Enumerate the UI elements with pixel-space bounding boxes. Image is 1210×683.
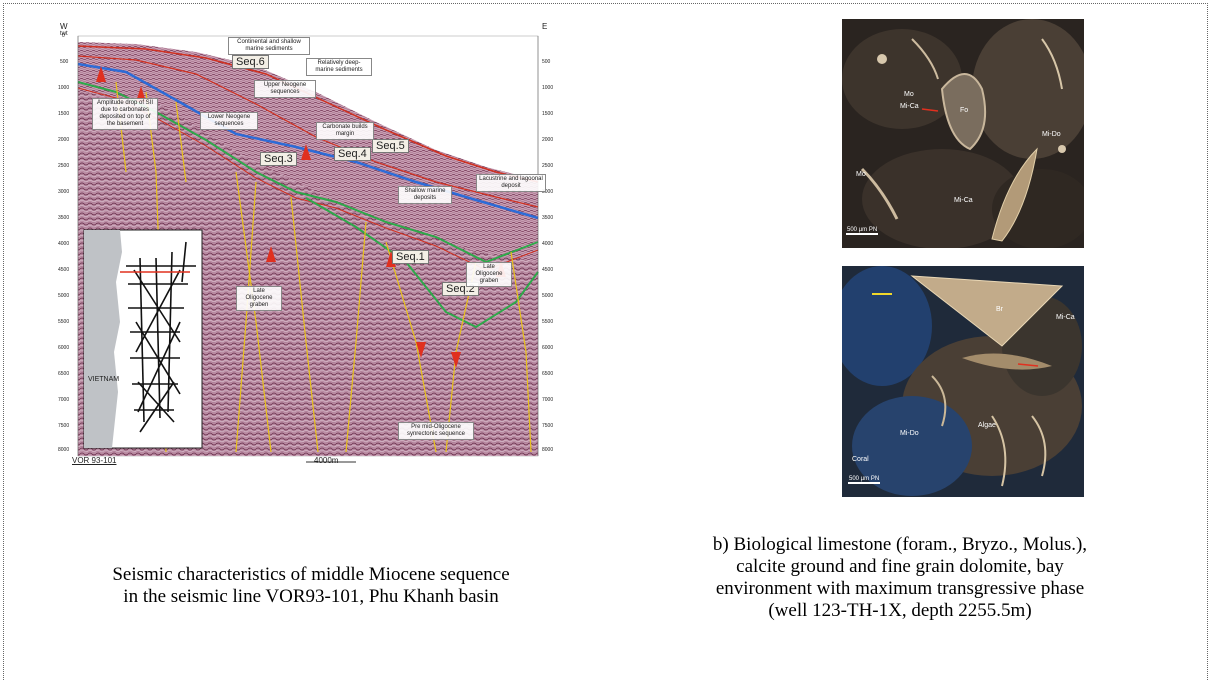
sequence-label-3: Seq.3 xyxy=(260,152,297,166)
caption-line: environment with maximum transgressive p… xyxy=(715,578,1085,599)
depth-tick: 7500 xyxy=(58,423,70,429)
annotation-pre-mid-oligocene: Pre mid-Oligocene synrectonic sequence xyxy=(398,422,474,440)
scale-label: 4000m xyxy=(314,456,339,465)
depth-tick: 4000 xyxy=(58,241,70,247)
depth-tick: 3500 xyxy=(58,215,70,221)
micro-label: Mi-Do xyxy=(900,430,919,437)
depth-tick: 5500 xyxy=(542,319,554,325)
seismic-section-figure: W E twt VOR 93-101 4000m VIETNAM 0 500 1… xyxy=(56,22,566,470)
depth-tick: 8000 xyxy=(542,447,554,453)
depth-tick: 8000 xyxy=(58,447,70,453)
depth-tick: 3000 xyxy=(58,189,70,195)
depth-tick: 7500 xyxy=(542,423,554,429)
depth-tick: 7000 xyxy=(542,397,554,403)
depth-tick: 3000 xyxy=(542,189,554,195)
annotation-late-oligocene-graben-2: Late Oligocene graben xyxy=(466,262,512,287)
annotation-late-oligocene-graben: Late Oligocene graben xyxy=(236,286,282,311)
sequence-label-6: Seq.6 xyxy=(232,55,269,69)
depth-tick: 500 xyxy=(60,59,69,65)
pn-label: PN xyxy=(868,227,878,233)
micro-label: Mi-Do xyxy=(1042,131,1061,138)
depth-tick: 4000 xyxy=(542,241,554,247)
micro-label: Mi-Ca xyxy=(954,197,973,204)
micro-label: Mo xyxy=(904,91,914,98)
depth-tick: 6500 xyxy=(58,371,70,377)
depth-tick: 500 xyxy=(542,59,551,65)
micrograph-top-image xyxy=(842,19,1084,248)
depth-tick: 1500 xyxy=(58,111,70,117)
micrograph-top: Mo Mi-Ca Fo Mi-Do Mo Mi-Ca 500 µm PN xyxy=(842,19,1084,248)
depth-tick: 2000 xyxy=(542,137,554,143)
depth-tick: 1500 xyxy=(542,111,554,117)
annotation-lower-neogene: Lower Neogene sequences xyxy=(200,112,258,130)
line-name-label: VOR 93-101 xyxy=(72,456,117,465)
caption-line: calcite ground and fine grain dolomite, … xyxy=(736,556,1064,577)
east-label: E xyxy=(542,22,548,31)
depth-tick: 2500 xyxy=(58,163,70,169)
caption-line: in the seismic line VOR93-101, Phu Khanh… xyxy=(123,586,499,607)
depth-tick: 4500 xyxy=(542,267,554,273)
scale-bar: 500 µm PN xyxy=(846,227,879,235)
scale-bar-text: 500 µm xyxy=(849,476,870,482)
figure-a-caption: Seismic characteristics of middle Miocen… xyxy=(22,564,600,608)
depth-tick: 4500 xyxy=(58,267,70,273)
micrograph-bottom-image xyxy=(842,266,1084,497)
figure-frame xyxy=(3,3,1208,680)
caption-line: (well 123-TH-1X, depth 2255.5m) xyxy=(768,600,1032,621)
west-label: W xyxy=(60,22,68,31)
pn-label: PN xyxy=(870,476,880,482)
micro-label: Coral xyxy=(852,456,869,463)
sequence-label-1: Seq.1 xyxy=(392,250,429,264)
annotation-deep-marine: Relatively deep-marine sediments xyxy=(306,58,372,76)
depth-tick: 6000 xyxy=(58,345,70,351)
annotation-upper-neogene: Upper Neogene sequences xyxy=(254,80,316,98)
sequence-label-5: Seq.5 xyxy=(372,139,409,153)
annotation-lacustrine: Lacustrine and lagoonal deposit xyxy=(476,174,546,192)
depth-tick: 5000 xyxy=(542,293,554,299)
depth-tick: 1000 xyxy=(58,85,70,91)
scale-bar-text: 500 µm xyxy=(847,227,868,233)
micro-label: Fo xyxy=(960,107,969,114)
depth-tick: 2500 xyxy=(542,163,554,169)
micrograph-bottom: Br Mi-Ca Mi-Do Algae Coral 500 µm PN xyxy=(842,266,1084,497)
sequence-label-4: Seq.4 xyxy=(334,147,371,161)
micro-label: Mi-Ca xyxy=(1056,314,1075,321)
twt-label: twt xyxy=(60,31,68,37)
annotation-shallow-marine: Shallow marine deposits xyxy=(398,186,452,204)
caption-line: b) Biological limestone (foram., Bryzo.,… xyxy=(712,534,1088,555)
figure-b-caption: b) Biological limestone (foram., Bryzo.,… xyxy=(620,534,1180,622)
annotation-carbonate: Carbonate builds margin xyxy=(316,122,374,140)
depth-tick: 5500 xyxy=(58,319,70,325)
depth-tick: 7000 xyxy=(58,397,70,403)
annotation-amplitude: Amplitude drop of SII due to carbonates … xyxy=(92,98,158,130)
micro-label: Mo xyxy=(856,171,866,178)
micro-label: Algae xyxy=(978,422,996,429)
depth-tick: 1000 xyxy=(542,85,554,91)
depth-tick: 3500 xyxy=(542,215,554,221)
depth-tick: 0 xyxy=(62,33,65,39)
depth-tick: 5000 xyxy=(58,293,70,299)
micro-label: Mi-Ca xyxy=(900,103,919,110)
micro-label: Br xyxy=(996,306,1003,313)
caption-line: Seismic characteristics of middle Miocen… xyxy=(112,564,510,585)
depth-tick: 6000 xyxy=(542,345,554,351)
scale-bar: 500 µm PN xyxy=(848,476,881,484)
inset-map-label: VIETNAM xyxy=(88,376,120,383)
depth-tick: 2000 xyxy=(58,137,70,143)
annotation-continental: Continental and shallow marine sediments xyxy=(228,37,310,55)
depth-tick: 6500 xyxy=(542,371,554,377)
